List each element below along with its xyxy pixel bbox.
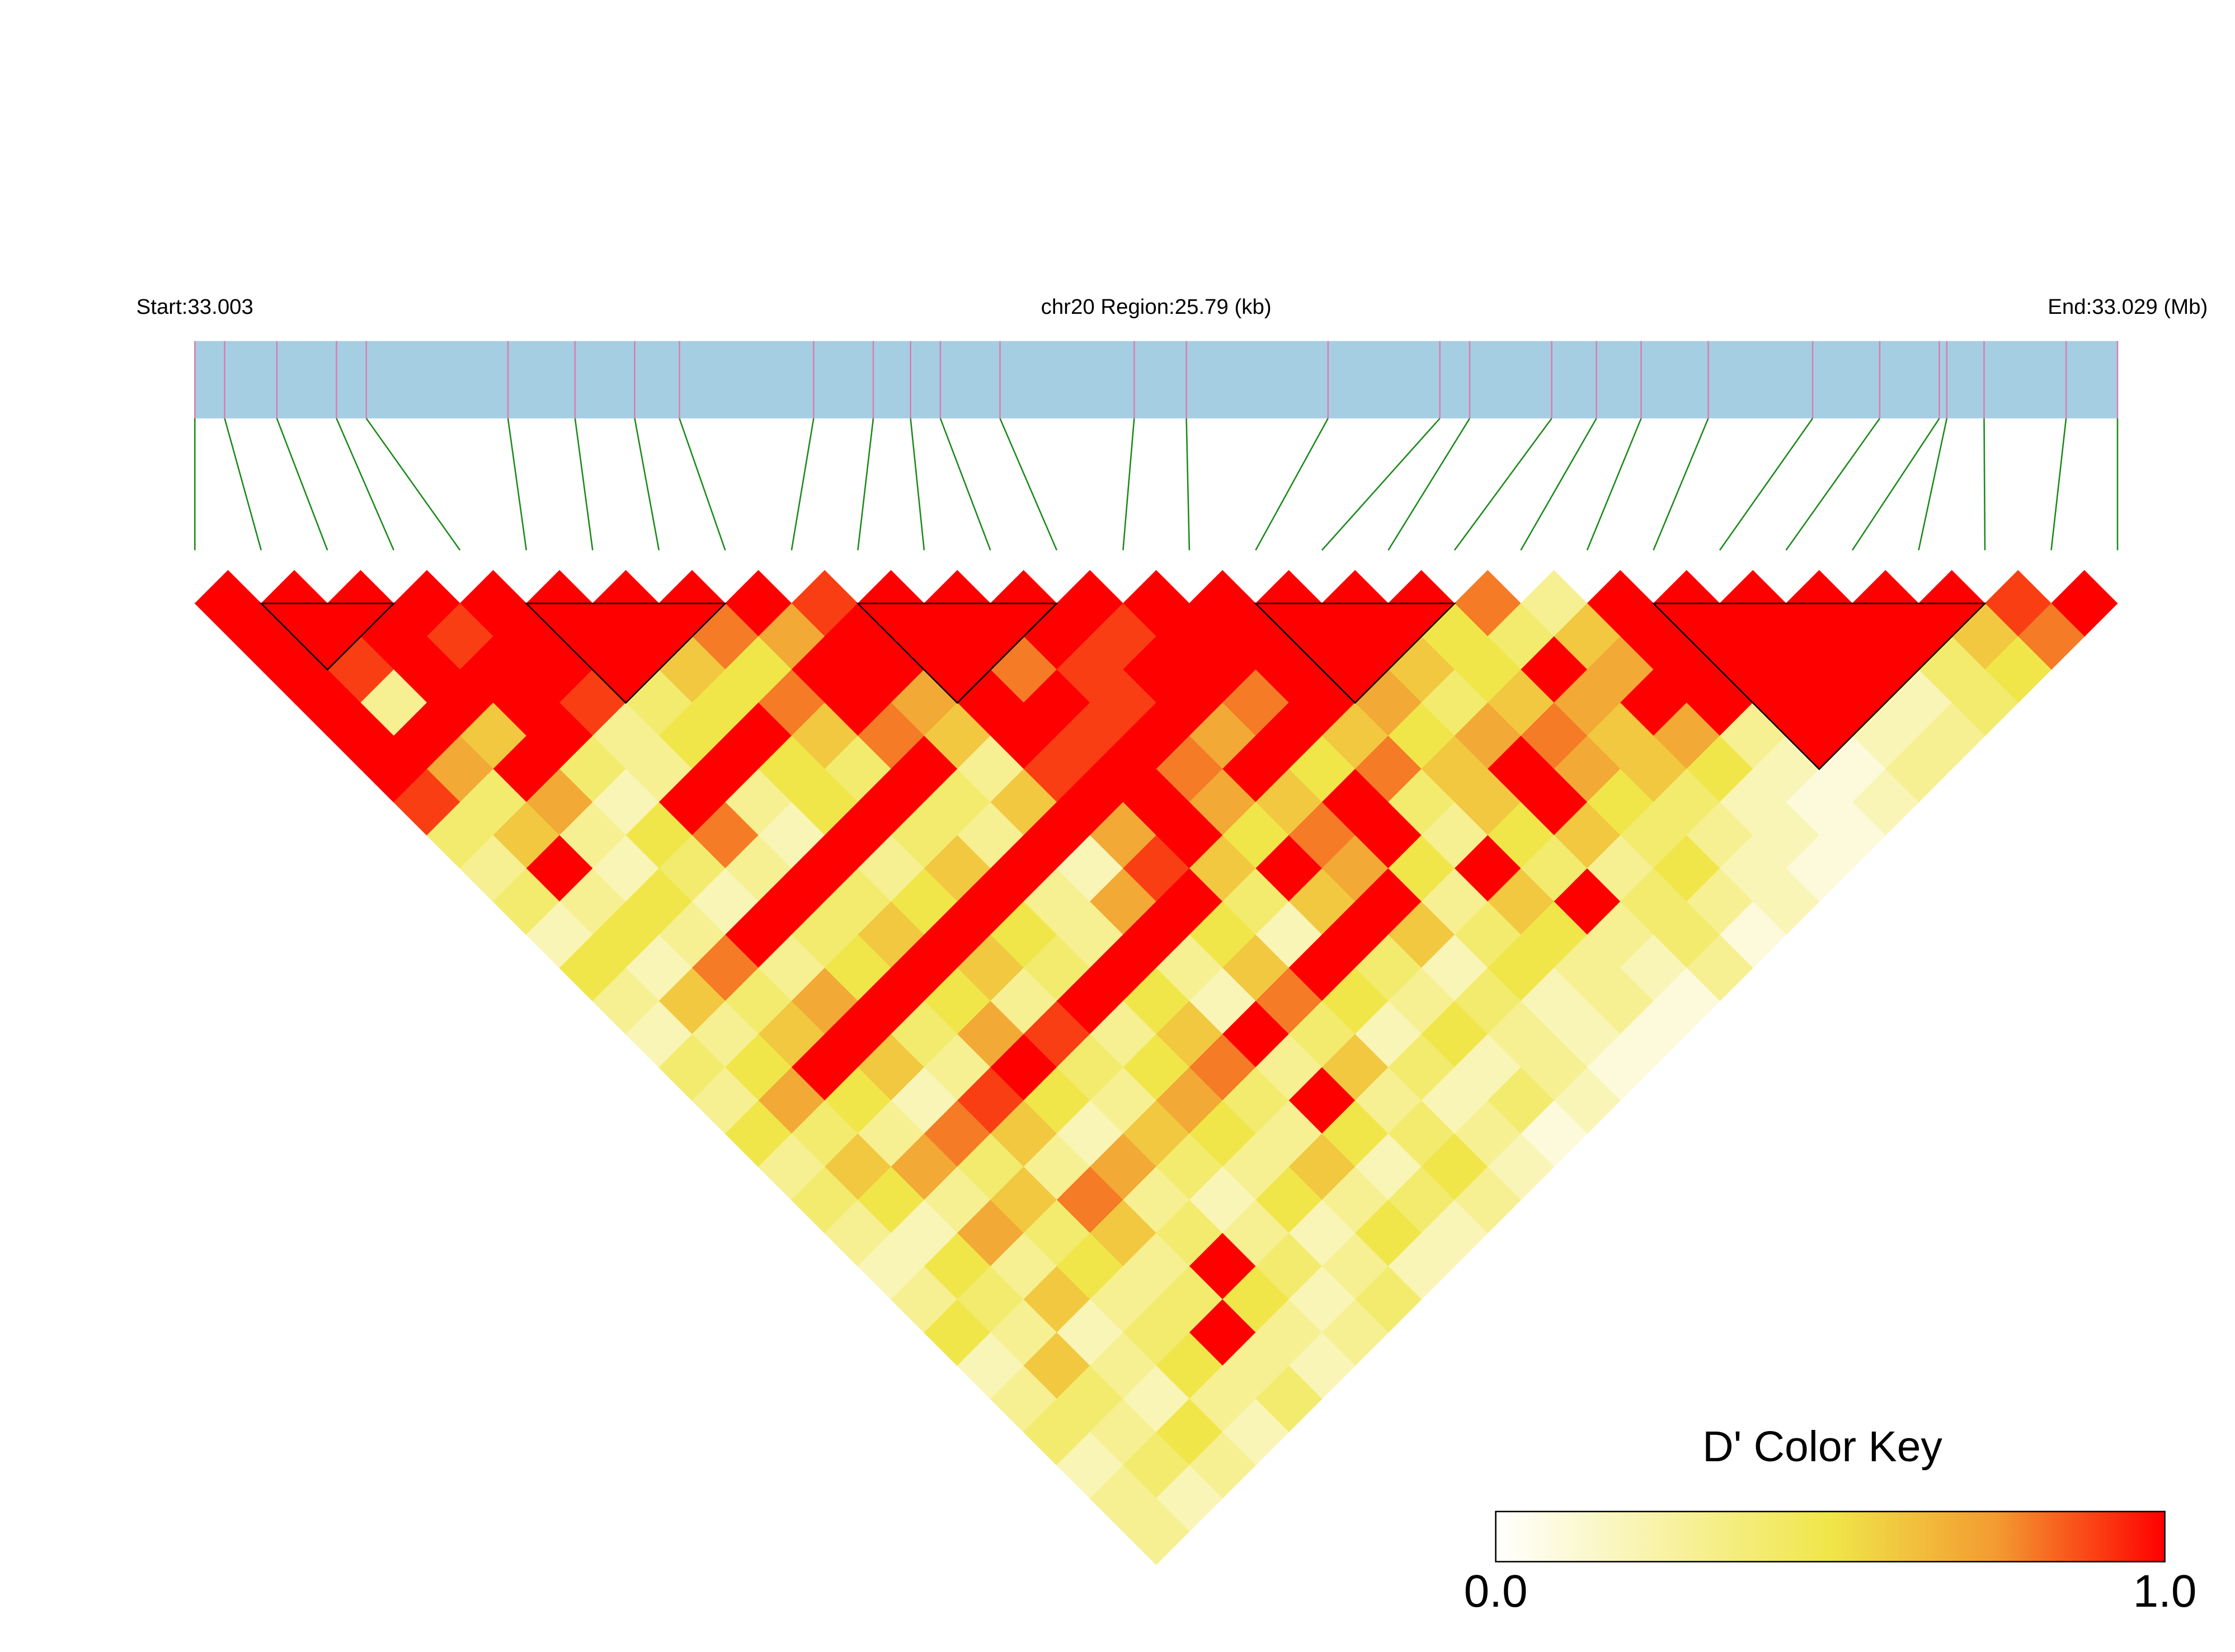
color-key xyxy=(1495,1510,2166,1562)
snp-connector xyxy=(1185,418,1191,550)
snp-connector xyxy=(336,418,394,551)
ld-block xyxy=(1651,603,1987,770)
legend-title: D' Color Key xyxy=(1702,1423,1942,1471)
snp-connector xyxy=(365,418,461,551)
snp-connector xyxy=(1785,418,1880,551)
end-label: End:33.029 (Mb) xyxy=(2048,295,2208,319)
snp-connector xyxy=(1918,418,1948,550)
snp-connector xyxy=(574,418,594,550)
snp-connector xyxy=(857,418,874,550)
ld-block xyxy=(524,603,727,704)
ld-block xyxy=(856,603,1058,704)
snp-connector xyxy=(507,418,528,550)
key-tick-label: 0.0 xyxy=(1464,1566,1528,1617)
start-label: Start:33.003 xyxy=(137,295,253,319)
snp-connector xyxy=(1520,418,1597,551)
snp-connector xyxy=(224,418,262,550)
snp-connector xyxy=(1719,418,1814,551)
snp-connector xyxy=(1122,418,1135,550)
snp-connector xyxy=(1255,418,1329,551)
region-label: chr20 Region:25.79 (kb) xyxy=(1041,295,1272,319)
snp-connector xyxy=(791,418,815,550)
ld-block xyxy=(259,603,396,671)
snp-connector xyxy=(939,418,991,550)
snp-connector xyxy=(1387,418,1471,551)
snp-connector xyxy=(2050,418,2067,550)
snp-connector xyxy=(999,418,1058,551)
snp-connector xyxy=(634,418,660,550)
ld-cell xyxy=(1122,1498,1190,1565)
snp-connector xyxy=(1453,418,1552,551)
key-tick-label: 1.0 xyxy=(2133,1566,2197,1617)
snp-connector xyxy=(1586,418,1642,551)
snp-connector xyxy=(1983,418,1986,550)
snp-bar xyxy=(195,341,2118,418)
ld-block xyxy=(1254,603,1457,704)
snp-connector xyxy=(679,418,726,550)
snp-connector xyxy=(276,418,328,550)
snp-connector xyxy=(1321,418,1441,551)
snp-connector xyxy=(1653,418,1709,551)
snp-connector xyxy=(910,418,925,550)
snp-connector xyxy=(1851,418,1940,551)
